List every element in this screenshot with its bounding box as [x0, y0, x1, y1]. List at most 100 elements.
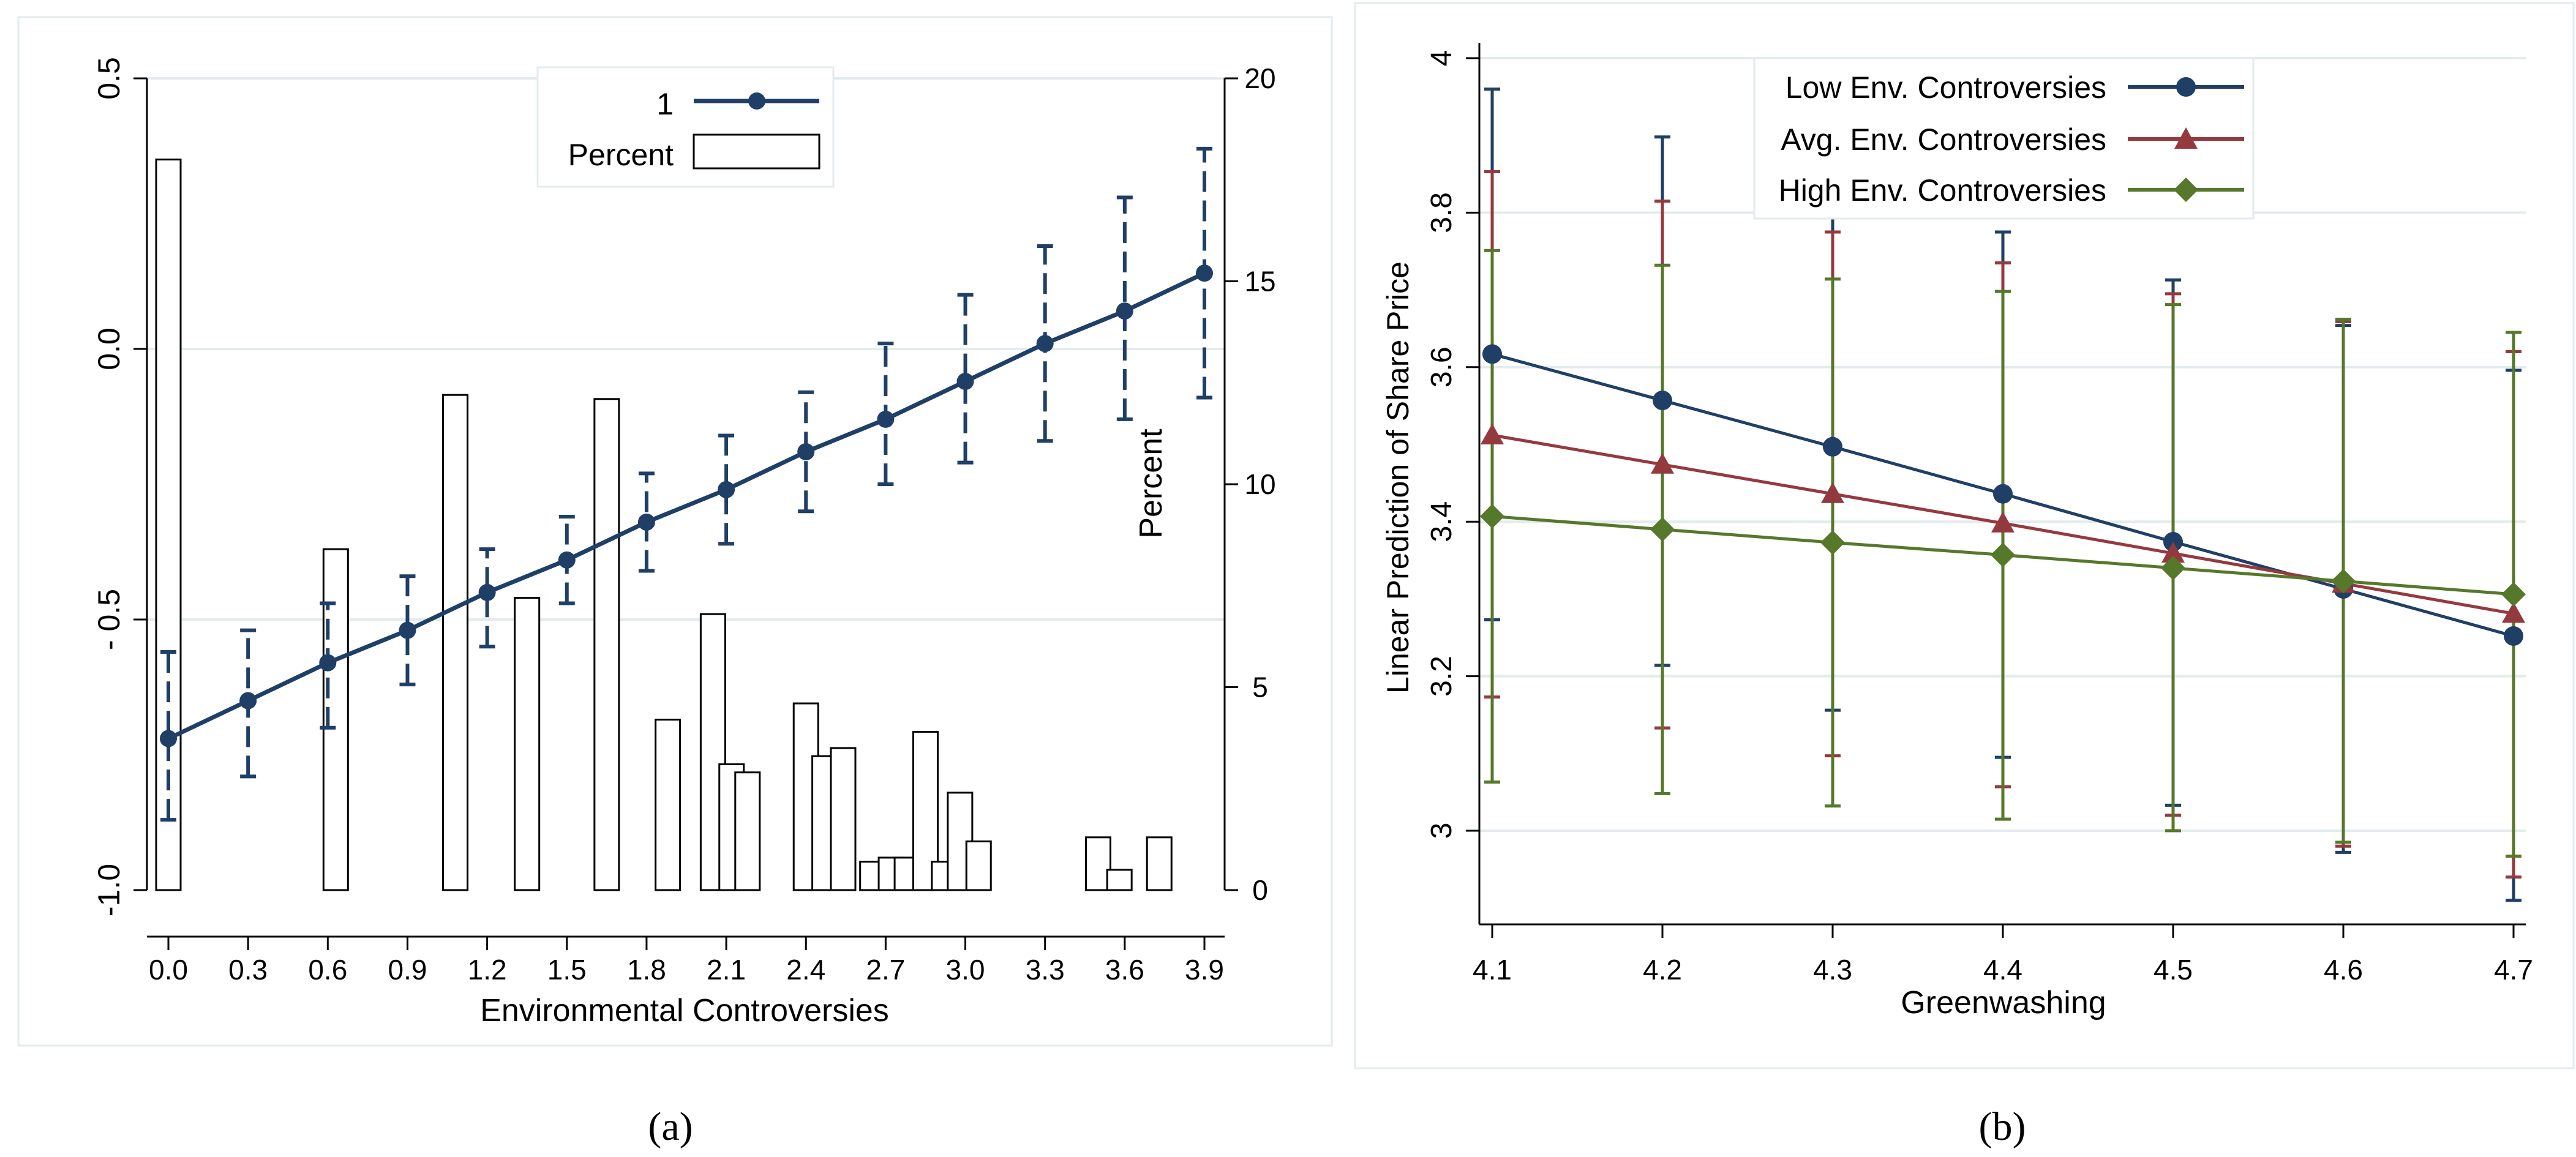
chart-b-x-tick-label: 4.7 [2494, 954, 2533, 986]
chart-b-point-0 [1482, 344, 1502, 364]
chart-b-point-2 [2331, 569, 2356, 594]
chart-b-point-0 [2504, 626, 2523, 646]
chart-a-line [160, 264, 1213, 747]
chart-a-left-tick-label: - 0.5 [92, 589, 126, 650]
chart-a-caption: (a) [648, 1104, 693, 1149]
chart-b-point-2 [1650, 517, 1675, 542]
chart-a-data-point [1116, 302, 1133, 320]
chart-b-point-1 [2161, 541, 2185, 563]
chart-a-x-tick-label: 0.6 [308, 954, 347, 986]
chart-a-data-point [637, 513, 655, 531]
chart-b-point-2 [1820, 530, 1845, 555]
chart-a-histogram-bar [155, 159, 182, 891]
chart-a-x-tick-label: 0.3 [228, 954, 268, 986]
chart-b-legend: Low Env. Controversies Avg. Env. Controv… [1753, 57, 2255, 220]
chart-b-x-tick-label: 4.3 [1813, 954, 1852, 986]
chart-b-point-0 [1823, 436, 1842, 457]
chart-b-y-tick-label: 3.4 [1425, 501, 1458, 542]
chart-b-x-tick-label: 4.1 [1473, 954, 1512, 986]
chart-a-series-line [167, 271, 1206, 741]
chart-b-point-1 [1481, 423, 1504, 444]
chart-a-x-tick-label: 3.9 [1185, 954, 1224, 986]
chart-a-data-point [877, 410, 895, 428]
chart-a-histogram-bar [965, 840, 992, 891]
chart-b-point-1 [2502, 602, 2525, 623]
chart-b-y-tick-label: 3.6 [1425, 346, 1458, 388]
chart-a-histogram-bar [514, 597, 541, 891]
chart-a-histogram-bar [1146, 836, 1173, 891]
chart-a-data-point [558, 551, 576, 569]
chart-a-legend-label-1: 1 [656, 87, 674, 121]
chart-b-point-1 [1991, 511, 2015, 533]
chart-b: 3 3.2 3.4 3.6 3.8 4 4.1 4.2 4.3 4.4 4.5 4.6 4.7 Gree… [1354, 2, 2575, 1149]
chart-b-legend-label-2: Avg. Env. Controversies [1781, 122, 2106, 157]
chart-b-point-2 [1991, 542, 2015, 567]
chart-b-x-tick-label: 4.2 [1643, 954, 1682, 986]
chart-b-y-label: Linear Prediction of Share Price [1381, 261, 1415, 694]
chart-b-legend-label-1: Low Env. Controversies [1786, 70, 2106, 105]
chart-a-data-point [1196, 264, 1213, 282]
chart-b-x-tick-label: 4.5 [2154, 954, 2193, 986]
chart-b-point-2 [1480, 504, 1504, 529]
chart-a-right-tick-label: 15 [1244, 266, 1275, 298]
chart-a-data-point [718, 481, 735, 498]
chart-a-right-tick-label: 0 [1252, 874, 1268, 906]
chart-a-histogram-bar [830, 747, 857, 891]
chart-b-caption: (b) [1979, 1104, 2026, 1149]
chart-b-point-0 [1993, 484, 2013, 504]
chart-a-histogram-bar [442, 394, 469, 891]
chart-a-right-tick-label: 10 [1244, 468, 1275, 500]
chart-b-point-1 [1651, 452, 1674, 474]
chart-a-left-tick-label: -1.0 [92, 864, 126, 916]
chart-b-legend-marker-1 [2176, 77, 2196, 97]
chart-b-point-2 [2161, 555, 2185, 580]
chart-a-histogram-bar [734, 771, 761, 891]
chart-b-y-tick-label: 3.2 [1425, 656, 1458, 697]
chart-b-markers [1480, 344, 2526, 646]
chart-a-histogram-bar [655, 719, 682, 891]
chart-a-x-tick-label: 2.1 [707, 954, 746, 986]
chart-a-ticks: 0.5 0.0 - 0.5 -1.0 0 5 10 15 20 0.0 0.3 0.6 0.9 1.2 1.… [92, 57, 1276, 986]
chart-b-y-tick-label: 4 [1425, 50, 1458, 67]
chart-b-point-2 [2501, 582, 2526, 607]
chart-a-right-y-label: Percent [1133, 429, 1169, 539]
chart-a-x-tick-label: 2.4 [786, 954, 825, 986]
chart-a-data-point [239, 692, 257, 710]
chart-a-x-tick-label: 3.3 [1026, 954, 1065, 986]
chart-a-x-tick-label: 1.5 [547, 954, 587, 986]
chart-b-x-tick-label: 4.4 [1983, 954, 2022, 986]
chart-a-x-label: Environmental Controversies [480, 993, 889, 1028]
chart-b-ticks: 3 3.2 3.4 3.6 3.8 4 4.1 4.2 4.3 4.4 4.5 4.6 4.7 [1425, 50, 2533, 986]
chart-a-data-point [797, 443, 815, 460]
chart-a-x-tick-label: 1.2 [468, 954, 507, 986]
chart-a-legend-marker-swatch [748, 92, 765, 110]
chart-a-legend-bar-swatch [693, 133, 820, 170]
chart-a-x-tick-label: 3.6 [1105, 954, 1144, 986]
chart-a-x-tick-label: 2.7 [866, 954, 905, 986]
chart-a-data-point [319, 654, 337, 672]
chart-a-histogram-bar [1084, 836, 1111, 891]
chart-a-x-tick-label: 1.8 [627, 954, 666, 986]
chart-a-legend-label-2: Percent [568, 138, 674, 172]
chart-a-bars [155, 159, 1173, 891]
chart-b-legend-marker-2 [2174, 127, 2198, 149]
chart-a-left-tick-label: 0.0 [92, 328, 126, 370]
chart-a-right-tick-label: 5 [1252, 672, 1268, 703]
chart-b-point-0 [1653, 391, 1672, 411]
chart-a: 0.5 0.0 - 0.5 -1.0 0 5 10 15 20 0.0 0.3 0.6 0.9 1.2 1.… [17, 16, 1333, 1149]
chart-b-x-label: Greenwashing [1901, 985, 2106, 1020]
chart-a-data-point [478, 583, 496, 601]
chart-a-x-tick-label: 0.0 [149, 954, 188, 986]
chart-a-x-tick-label: 3.0 [946, 954, 985, 986]
chart-b-point-1 [1821, 482, 1844, 503]
chart-a-right-tick-label: 20 [1244, 62, 1275, 94]
chart-a-data-point [160, 730, 177, 747]
chart-b-legend-label-3: High Env. Controversies [1779, 173, 2106, 208]
chart-b-y-tick-label: 3 [1425, 823, 1458, 839]
chart-b-x-tick-label: 4.6 [2324, 954, 2363, 986]
chart-a-data-point [956, 373, 974, 391]
chart-a-histogram-bar [593, 398, 620, 891]
chart-a-x-tick-label: 0.9 [388, 954, 427, 986]
chart-b-y-tick-label: 3.8 [1425, 192, 1458, 233]
